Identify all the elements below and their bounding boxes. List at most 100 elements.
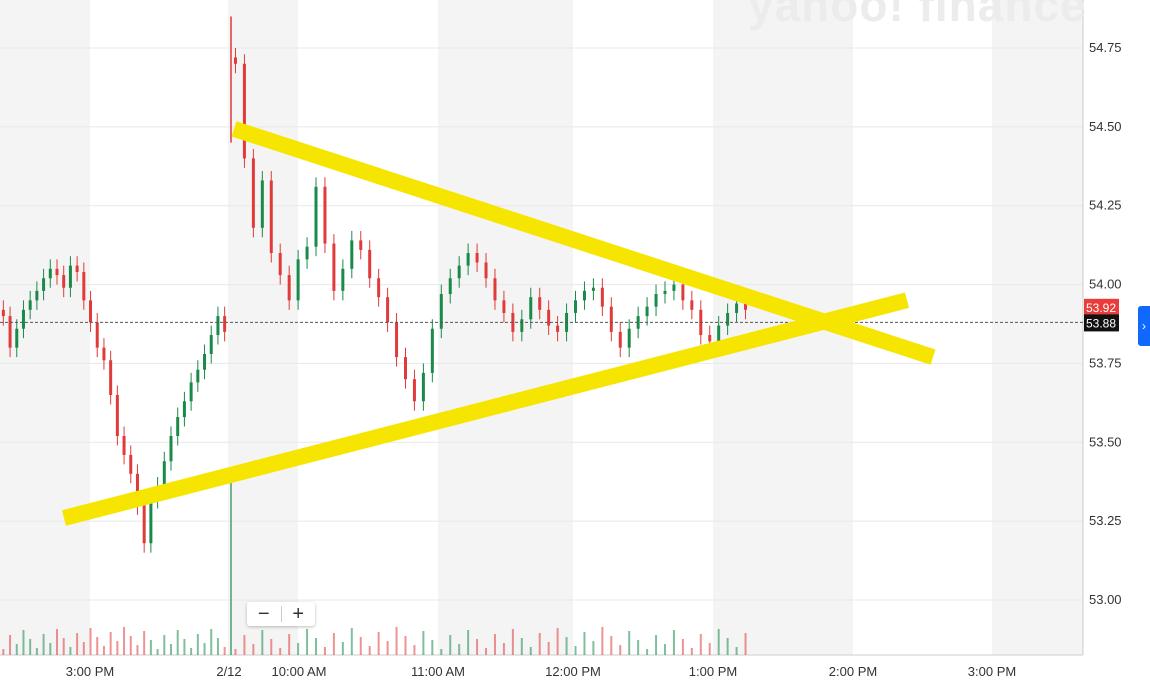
volume-bar xyxy=(96,637,99,655)
volume-bar xyxy=(116,641,119,655)
x-tick-label: 1:00 PM xyxy=(689,664,737,679)
volume-bar xyxy=(404,636,407,655)
volume-bar xyxy=(717,629,720,655)
volume-bar xyxy=(123,627,126,655)
volume-bar xyxy=(726,638,729,655)
volume-bar xyxy=(735,647,738,655)
candle-body xyxy=(403,357,407,380)
candle-body xyxy=(636,316,640,329)
volume-bar xyxy=(663,644,666,655)
volume-bar xyxy=(655,635,658,655)
candle-body xyxy=(42,278,46,291)
volume-bar xyxy=(9,635,12,655)
candle-body xyxy=(75,265,79,272)
candle-body xyxy=(520,319,524,332)
candle-body xyxy=(296,259,300,301)
volume-bar xyxy=(538,633,541,655)
volume-bar xyxy=(610,636,613,655)
volume-bar xyxy=(431,640,434,655)
candle-body xyxy=(196,369,200,383)
x-tick-label: 3:00 PM xyxy=(66,664,114,679)
candle-body xyxy=(618,331,622,348)
volume-bar xyxy=(422,631,425,655)
candle-body xyxy=(48,268,52,279)
candle-body xyxy=(627,328,631,348)
volume-bar xyxy=(176,630,179,655)
candle-body xyxy=(287,275,291,301)
candle-body xyxy=(448,278,452,295)
price-badge-current xyxy=(1084,298,1119,315)
candle-body xyxy=(223,316,227,332)
candle-body xyxy=(1,309,5,317)
y-tick-label: 53.50 xyxy=(1089,434,1122,449)
volume-bar xyxy=(556,628,559,655)
volume-bar xyxy=(350,628,353,655)
volume-bar xyxy=(493,634,496,655)
candle-body xyxy=(439,294,443,329)
x-tick-label: 2:00 PM xyxy=(829,664,877,679)
volume-bar xyxy=(511,629,514,655)
candle-body xyxy=(102,347,106,361)
volume-bar xyxy=(583,632,586,655)
volume-bar xyxy=(170,644,172,655)
candle-body xyxy=(368,249,372,279)
volume-bar xyxy=(628,631,631,655)
candle-body xyxy=(35,290,39,301)
x-tick-label: 11:00 AM xyxy=(411,664,465,679)
volume-bar xyxy=(601,627,604,655)
volume-bar xyxy=(395,627,398,655)
candle-body xyxy=(203,353,207,370)
candle-body xyxy=(421,372,425,402)
volume-bar xyxy=(529,647,532,655)
volume-bar xyxy=(708,643,711,655)
price-badge-last xyxy=(1084,314,1119,332)
chevron-right-icon[interactable]: › xyxy=(1138,306,1150,346)
y-tick-label: 54.00 xyxy=(1089,277,1122,292)
volume-bar xyxy=(234,649,237,655)
candle-body xyxy=(176,417,180,436)
candle-body xyxy=(129,454,133,474)
candle-body xyxy=(726,312,730,326)
volume-bar xyxy=(190,648,193,655)
zoom-in-button[interactable]: + xyxy=(292,603,305,625)
time-band xyxy=(0,0,90,655)
candle-body xyxy=(547,309,551,326)
candle-body xyxy=(95,322,99,348)
candle-body xyxy=(717,325,721,342)
candle-body xyxy=(493,278,497,301)
volume-bar xyxy=(22,630,25,655)
candle-body xyxy=(68,265,72,288)
candle-body xyxy=(663,290,667,295)
time-band xyxy=(228,0,298,655)
volume-bar xyxy=(35,648,38,655)
volume-bar xyxy=(149,640,152,655)
candle-body xyxy=(645,306,649,317)
candle-body xyxy=(314,186,318,247)
candle-body xyxy=(115,394,119,436)
volume-bar xyxy=(76,633,79,655)
zoom-out-button[interactable]: − xyxy=(257,603,270,625)
volume-bar xyxy=(297,643,300,655)
candle-body xyxy=(672,284,676,291)
volume-bar xyxy=(279,648,282,655)
candle-body xyxy=(15,328,19,348)
candle-body xyxy=(242,63,246,159)
candle-body xyxy=(62,275,66,288)
candle-body xyxy=(582,290,586,301)
volume-bar xyxy=(377,632,380,655)
volume-bar xyxy=(243,635,246,655)
candle-body xyxy=(341,268,345,291)
volume-bar xyxy=(62,638,65,655)
volume-bar xyxy=(89,628,92,655)
candle-body xyxy=(278,253,282,276)
volume-bar xyxy=(485,648,488,655)
volume-bar xyxy=(646,649,649,655)
candle-body xyxy=(529,297,533,320)
volume-bar xyxy=(270,639,273,655)
volume-bar xyxy=(449,635,452,655)
volume-bar xyxy=(223,647,226,655)
yahoo-finance-watermark: yahoo! finance xyxy=(748,0,1087,31)
candle-body xyxy=(395,322,399,358)
